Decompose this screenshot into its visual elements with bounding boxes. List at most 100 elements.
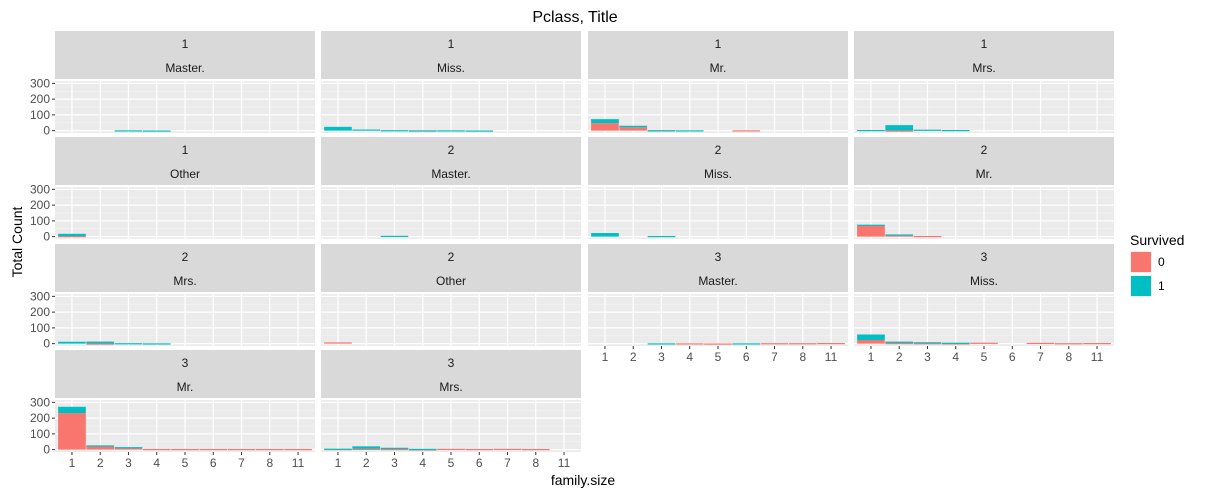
y-tick-label: 0 bbox=[43, 230, 50, 244]
x-axis-title: family.size bbox=[551, 472, 616, 488]
facet-panel: 3 Mrs. 1 2 3 4 5 6 7 8 11 bbox=[321, 350, 581, 470]
y-tick-label: 300 bbox=[30, 395, 50, 409]
facet-panel: 2 Master. bbox=[321, 137, 581, 239]
x-tick-label: 3 bbox=[924, 350, 931, 364]
bar-survived-1 bbox=[114, 343, 143, 345]
facet-strip-pclass: 2 bbox=[448, 250, 455, 264]
x-tick-label: 2 bbox=[97, 456, 104, 470]
x-tick-label: 5 bbox=[715, 350, 722, 364]
bar-survived-1 bbox=[732, 343, 761, 345]
bar-survived-1 bbox=[380, 235, 409, 238]
bar-survived-1 bbox=[408, 448, 437, 451]
bar-survived-1 bbox=[324, 126, 352, 131]
bar-survived-0 bbox=[885, 343, 914, 345]
facet-panel: 2 Mr. bbox=[854, 137, 1114, 239]
x-tick-label: 4 bbox=[153, 456, 160, 470]
facet-strip-title: Mr. bbox=[710, 61, 727, 75]
x-tick-label: 11 bbox=[558, 456, 571, 470]
facet-panel: 1 Other 0 100 200 300 bbox=[30, 137, 315, 244]
bar-survived-1 bbox=[352, 129, 381, 131]
x-tick-label: 7 bbox=[771, 350, 778, 364]
bar-survived-0 bbox=[857, 340, 885, 344]
x-tick-label: 8 bbox=[799, 350, 806, 364]
facet-strip bbox=[55, 31, 315, 79]
x-tick-label: 2 bbox=[630, 350, 637, 364]
x-tick-label: 6 bbox=[476, 456, 483, 470]
facet-strip bbox=[854, 137, 1114, 185]
bar-survived-0 bbox=[885, 130, 914, 132]
bar-survived-1 bbox=[941, 342, 970, 344]
y-tick-label: 0 bbox=[43, 443, 50, 457]
facet-strip-pclass: 3 bbox=[448, 356, 455, 370]
facet-panel: 1 Mrs. bbox=[854, 31, 1114, 133]
x-tick-label: 7 bbox=[1037, 350, 1044, 364]
y-axis-title: Total Count bbox=[9, 206, 25, 277]
bar-survived-1 bbox=[941, 130, 970, 132]
x-tick-label: 5 bbox=[981, 350, 988, 364]
y-tick-label: 100 bbox=[30, 427, 50, 441]
facet-strip-pclass: 3 bbox=[981, 250, 988, 264]
x-tick-label: 4 bbox=[952, 350, 959, 364]
x-tick-label: 3 bbox=[125, 456, 132, 470]
x-tick-label: 3 bbox=[391, 456, 398, 470]
facet-strip-pclass: 2 bbox=[981, 143, 988, 157]
x-tick-label: 5 bbox=[448, 456, 455, 470]
x-tick-label: 1 bbox=[602, 350, 609, 364]
bar-survived-1 bbox=[324, 448, 352, 450]
y-tick-label: 100 bbox=[30, 108, 50, 122]
facet-panel: 1 Miss. bbox=[321, 31, 581, 133]
bar-survived-0 bbox=[970, 342, 998, 344]
bar-survived-0 bbox=[732, 130, 761, 132]
facet-strip-pclass: 3 bbox=[715, 250, 722, 264]
bar-survived-0 bbox=[199, 449, 228, 451]
bar-survived-0 bbox=[1026, 342, 1055, 345]
bar-survived-0 bbox=[857, 225, 885, 237]
bar-survived-1 bbox=[114, 447, 143, 449]
bar-survived-1 bbox=[408, 130, 437, 132]
bar-survived-0 bbox=[913, 343, 942, 345]
facet-panel: 1 Master. 0 100 200 300 bbox=[30, 31, 315, 138]
bar-survived-0 bbox=[437, 448, 465, 451]
x-tick-label: 2 bbox=[896, 350, 903, 364]
bar-survived-1 bbox=[885, 234, 914, 236]
bar-survived-1 bbox=[86, 445, 115, 447]
bar-survived-1 bbox=[913, 342, 942, 344]
bar-survived-0 bbox=[324, 342, 352, 344]
facet-strip-title: Mrs. bbox=[173, 274, 196, 288]
legend-label: 1 bbox=[1158, 279, 1165, 293]
y-tick-label: 200 bbox=[30, 92, 50, 106]
bar-survived-1 bbox=[857, 224, 885, 226]
y-tick-label: 200 bbox=[30, 411, 50, 425]
bar-survived-1 bbox=[380, 130, 409, 132]
bar-survived-1 bbox=[675, 130, 704, 132]
x-tick-label: 1 bbox=[335, 456, 342, 470]
bar-survived-0 bbox=[86, 343, 115, 345]
bar-survived-1 bbox=[142, 343, 171, 345]
y-tick-label: 200 bbox=[30, 198, 50, 212]
legend: Survived 01 bbox=[1130, 232, 1184, 297]
bar-survived-0 bbox=[675, 343, 704, 345]
facet-strip-title: Master. bbox=[431, 167, 470, 181]
bar-survived-0 bbox=[1083, 343, 1111, 345]
x-tick-label: 8 bbox=[1065, 350, 1072, 364]
bar-survived-1 bbox=[913, 129, 942, 131]
x-tick-label: 8 bbox=[266, 456, 273, 470]
bar-survived-1 bbox=[58, 341, 86, 344]
bar-survived-0 bbox=[58, 413, 86, 450]
x-tick-label: 6 bbox=[743, 350, 750, 364]
facet-strip bbox=[321, 31, 581, 79]
facet-strip-pclass: 2 bbox=[448, 143, 455, 157]
bar-survived-1 bbox=[114, 130, 143, 132]
y-tick-label: 100 bbox=[30, 321, 50, 335]
x-tick-label: 5 bbox=[182, 456, 189, 470]
bar-survived-1 bbox=[58, 233, 86, 237]
bar-survived-1 bbox=[380, 447, 409, 450]
x-tick-label: 1 bbox=[868, 350, 875, 364]
bar-survived-1 bbox=[647, 236, 676, 238]
facet-panel: 3 Miss. 1 2 3 4 5 6 7 8 11 bbox=[854, 244, 1114, 364]
bar-survived-1 bbox=[591, 233, 619, 237]
bar-survived-1 bbox=[86, 341, 115, 344]
facet-strip-pclass: 1 bbox=[981, 37, 988, 51]
facet-strip-pclass: 1 bbox=[448, 37, 455, 51]
x-tick-label: 11 bbox=[1091, 350, 1104, 364]
